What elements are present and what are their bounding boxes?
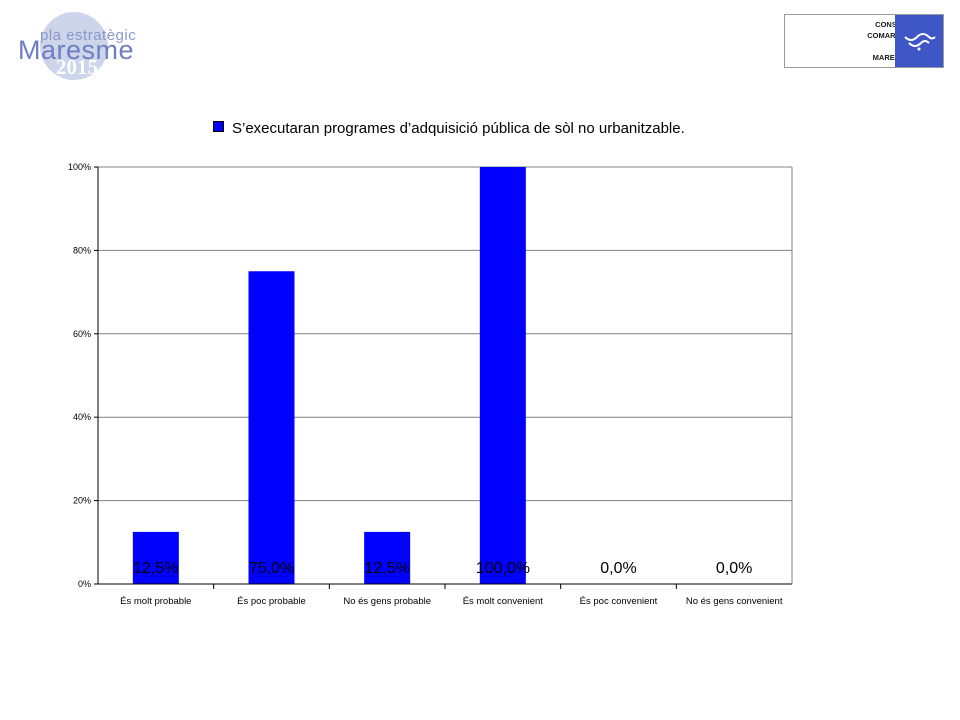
pla-estrategic-logo: pla estratègic Maresme 2015 — [10, 10, 150, 85]
y-tick-label: 80% — [73, 245, 91, 255]
data-label: 0,0% — [600, 560, 636, 577]
legend-swatch — [213, 121, 224, 132]
council-line-2: COMARCAL — [867, 31, 911, 40]
council-line-1: CONSELL — [875, 20, 911, 29]
category-label: No és gens probable — [343, 596, 431, 607]
y-tick-label: 0% — [78, 579, 91, 589]
y-tick-label: 60% — [73, 329, 91, 339]
chart-legend: S’executaran programes d’adquisició públ… — [213, 120, 685, 137]
data-label: 0,0% — [716, 560, 752, 577]
logo-disc — [40, 12, 108, 80]
bar — [248, 271, 295, 584]
data-label: 100,0% — [476, 560, 530, 577]
category-label: No és gens convenient — [686, 596, 783, 607]
consell-comarcal-logo: CONSELL COMARCAL DEL MARESME — [784, 14, 944, 68]
category-label: És poc convenient — [580, 596, 658, 607]
category-label: És molt probable — [120, 596, 191, 607]
logo-brand: Maresme — [18, 35, 135, 65]
data-label: 12,5% — [364, 560, 409, 577]
council-line-4: MARESME — [872, 53, 911, 62]
bar — [132, 531, 179, 584]
bar — [364, 531, 411, 584]
legend-label: S’executaran programes d’adquisició públ… — [232, 120, 685, 137]
logo-subtitle: pla estratègic — [40, 27, 137, 44]
y-tick-label: 100% — [68, 162, 91, 172]
council-emblem-icon — [895, 15, 943, 67]
data-label: 75,0% — [249, 560, 294, 577]
category-label: És molt convenient — [463, 596, 544, 607]
data-label: 12,5% — [133, 560, 178, 577]
bar — [479, 167, 526, 584]
logo-year: 2015 — [56, 55, 98, 79]
y-tick-label: 20% — [73, 496, 91, 506]
y-tick-label: 40% — [73, 412, 91, 422]
category-label: És poc probable — [237, 596, 306, 607]
